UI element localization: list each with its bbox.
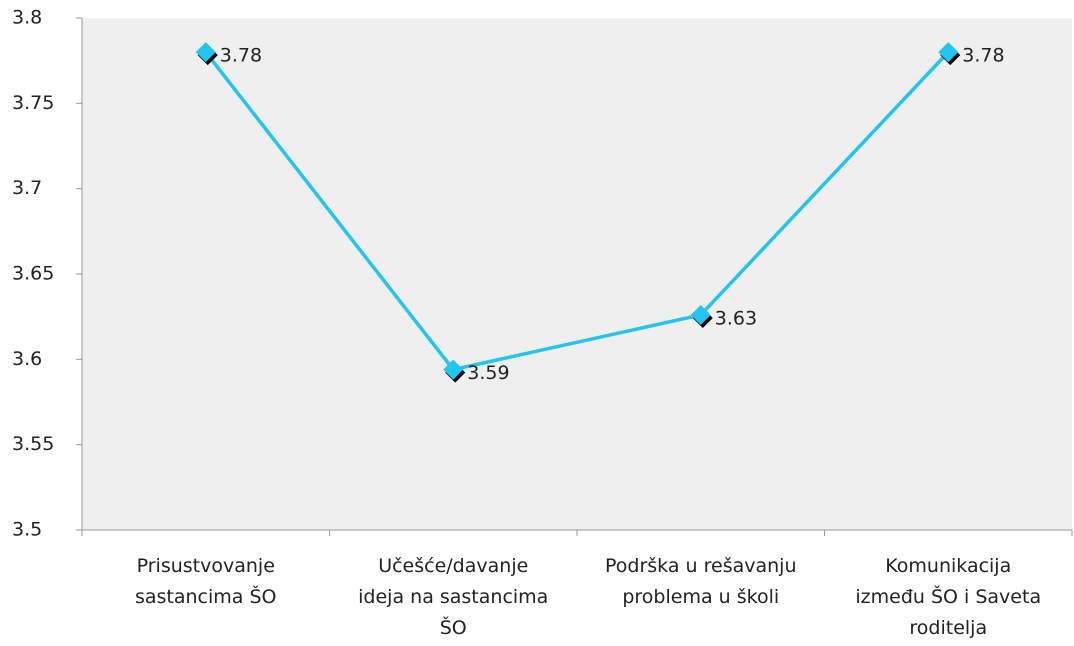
x-tick-line: Prisustvovanje: [137, 555, 275, 577]
data-label: 3.78: [962, 45, 1004, 67]
x-tick-line: između ŠO i Saveta: [855, 584, 1041, 608]
x-tick-line: ideja na sastancima: [358, 586, 548, 608]
y-tick-label: 3.65: [12, 263, 54, 285]
data-label: 3.78: [220, 45, 262, 67]
y-tick-label: 3.7: [12, 177, 42, 199]
marker: [690, 304, 711, 325]
x-tick-line: Podrška u rešavanju: [605, 555, 796, 577]
x-tick-line: problema u školi: [622, 586, 779, 608]
x-tick-line: Učešće/davanje: [378, 555, 528, 577]
x-tick-label: Komunikacija između ŠO i Saveta roditelja: [855, 555, 1041, 639]
x-tick-label: Prisustvovanje sastancima ŠO: [135, 555, 277, 608]
x-tick-label: Podrška u rešavanju problema u školi: [605, 555, 796, 608]
y-tick-label: 3.6: [12, 348, 42, 370]
x-tick-line: Komunikacija: [885, 555, 1011, 577]
x-tick-line: sastancima ŠO: [135, 584, 277, 608]
x-tick-label: Učešće/davanje ideja na sastancima ŠO: [358, 555, 548, 639]
y-tick-label: 3.8: [12, 7, 42, 29]
marker: [443, 359, 464, 380]
line: [204, 50, 950, 372]
y-tick-label: 3.75: [12, 92, 54, 114]
x-tick-line: roditelja: [909, 617, 987, 639]
marker: [195, 42, 216, 63]
y-tick-label: 3.55: [12, 433, 54, 455]
x-tick-line: ŠO: [440, 615, 467, 639]
marker: [938, 42, 959, 63]
y-tick-label: 3.5: [12, 519, 42, 541]
plot-area: [82, 18, 1072, 530]
data-label: 3.59: [467, 362, 509, 384]
data-label: 3.63: [715, 307, 757, 329]
